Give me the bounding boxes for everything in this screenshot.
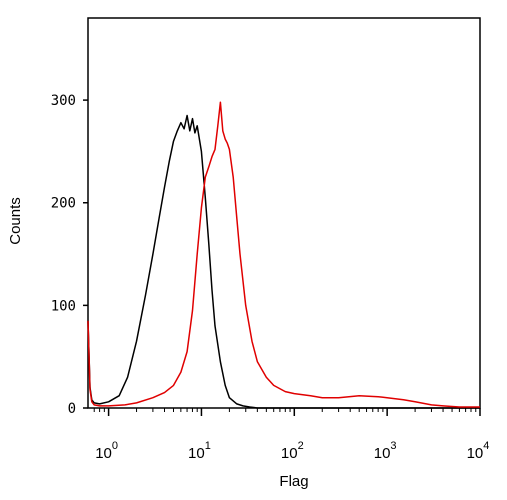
- y-tick-label: 300: [51, 93, 76, 109]
- y-tick-label: 0: [68, 401, 76, 417]
- x-tick-label: 104: [467, 440, 490, 462]
- x-tick-base: 10: [374, 445, 391, 462]
- y-axis-ticks: 0 100 200 300: [51, 93, 88, 417]
- x-tick-exponent: 2: [298, 440, 304, 452]
- plot-frame: [87, 17, 481, 409]
- x-tick-exponent: 3: [390, 440, 396, 452]
- x-tick-label: 100: [95, 440, 118, 462]
- x-tick-label: 103: [374, 440, 397, 462]
- x-axis-title: Flag: [279, 473, 308, 490]
- x-tick-base: 10: [95, 445, 112, 462]
- y-tick-label: 200: [51, 196, 76, 212]
- x-tick-base: 10: [467, 445, 484, 462]
- x-tick-exponent: 0: [112, 440, 118, 452]
- y-axis-title: Counts: [7, 197, 24, 245]
- series-2-line: [87, 101, 480, 408]
- x-axis-ticks: 100 101 102 103 104: [93, 408, 490, 462]
- x-tick-exponent: 1: [205, 440, 211, 452]
- x-tick-base: 10: [281, 445, 298, 462]
- x-tick-label: 102: [281, 440, 304, 462]
- x-tick-base: 10: [188, 445, 205, 462]
- series-1-line: [87, 114, 480, 409]
- x-tick-exponent: 4: [483, 440, 489, 452]
- series-layer: [87, 101, 480, 409]
- y-tick-label: 100: [51, 298, 76, 314]
- x-tick-label: 101: [188, 440, 211, 462]
